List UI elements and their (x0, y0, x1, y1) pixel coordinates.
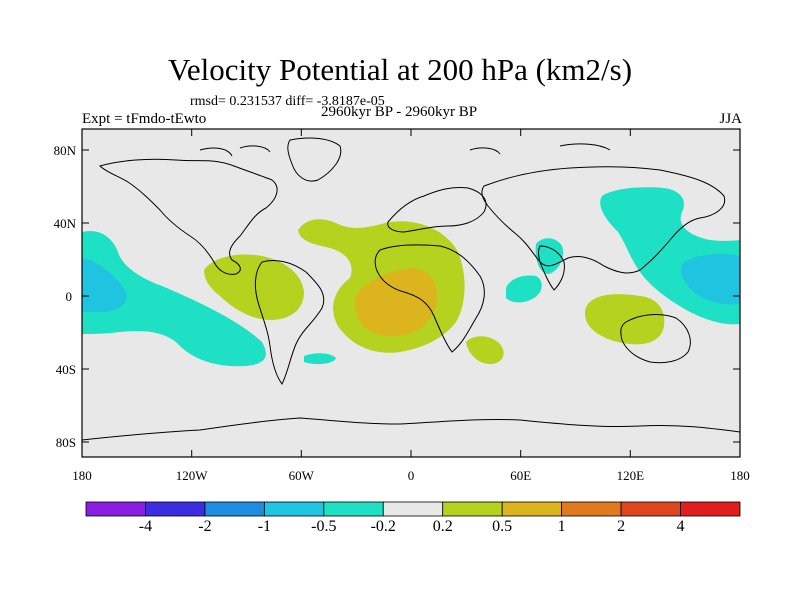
coast-australia (620, 314, 691, 364)
colorbar-swatch (680, 501, 741, 517)
colorbar-swatch (561, 501, 622, 517)
lon-tick-label: 0 (408, 468, 415, 483)
colorbar-label: 0.5 (492, 518, 513, 535)
coast-europe (387, 187, 487, 233)
contour-neg-indian-ocean (506, 275, 542, 303)
season-label: JJA (719, 111, 742, 127)
coast-south-america (254, 259, 325, 385)
period-label: 2960kyr BP - 2960kyr BP (321, 104, 478, 120)
lon-tick-label: 180 (72, 468, 92, 483)
contour-neg-south-atlantic (304, 353, 336, 365)
lat-tick-label: 0 (66, 289, 73, 304)
contour-pos-maritime (584, 294, 665, 345)
coast-asia (481, 166, 726, 274)
colorbar-swatch (501, 501, 563, 517)
colorbar-label: -4 (138, 518, 153, 535)
lon-tick-marks (81, 129, 741, 457)
colorbar-label: -0.5 (311, 518, 337, 535)
colorbar-swatch (323, 501, 384, 517)
coast-antarctica (81, 417, 741, 441)
stats-label: rmsd= 0.231537 diff= -3.8187e-05 (190, 94, 385, 109)
lat-tick-label: 80S (56, 435, 76, 450)
lon-tick-label: 60W (289, 468, 315, 483)
coast-india (538, 245, 565, 291)
lon-tick-label: 60E (510, 468, 531, 483)
map-title: Velocity Potential at 200 hPa (km2/s) (167, 52, 633, 87)
colorbar-label: -0.2 (370, 518, 396, 535)
contour-fill-layer (82, 187, 740, 367)
coast-arctic-islands (199, 143, 611, 157)
coast-greenland (287, 137, 342, 182)
colorbar-label: -2 (198, 518, 212, 535)
colorbar-swatch (263, 501, 325, 517)
colorbar (85, 501, 741, 517)
lon-tick-label: 120E (617, 468, 645, 483)
contour-neg-east-pacific (82, 230, 266, 367)
colorbar-label: 0.2 (432, 518, 453, 535)
colorbar-swatch (382, 501, 444, 517)
colorbar-label: -1 (257, 518, 272, 535)
colorbar-swatch (442, 501, 503, 517)
contour-pos-atlantic-core (355, 268, 437, 337)
contour-neg-west-pacific-core (681, 254, 740, 305)
lat-tick-label: 40N (54, 216, 77, 231)
colorbar-swatch (85, 501, 146, 517)
coast-africa (374, 244, 485, 353)
contour-pos-americas (204, 254, 304, 320)
contour-pos-south-africa (466, 336, 504, 364)
colorbar-swatch (620, 501, 681, 517)
lat-tick-marks (82, 149, 740, 443)
coastline-layer (81, 137, 741, 441)
lon-tick-label: 180 (730, 468, 750, 483)
lat-tick-label: 40S (56, 362, 76, 377)
colorbar-swatch (145, 501, 206, 517)
colorbar-swatch (204, 501, 265, 517)
colorbar-label: 4 (676, 518, 685, 535)
coast-north-america (99, 158, 278, 275)
lat-tick-label: 80N (54, 143, 77, 158)
colorbar-label: 1 (557, 518, 566, 535)
contour-neg-east-pacific-core (82, 258, 127, 312)
colorbar-label: 2 (617, 518, 626, 535)
experiment-label: Expt = tFmdo-tEwto (82, 111, 207, 127)
contour-neg-arabia (535, 238, 564, 274)
lon-tick-label: 120W (176, 468, 209, 483)
